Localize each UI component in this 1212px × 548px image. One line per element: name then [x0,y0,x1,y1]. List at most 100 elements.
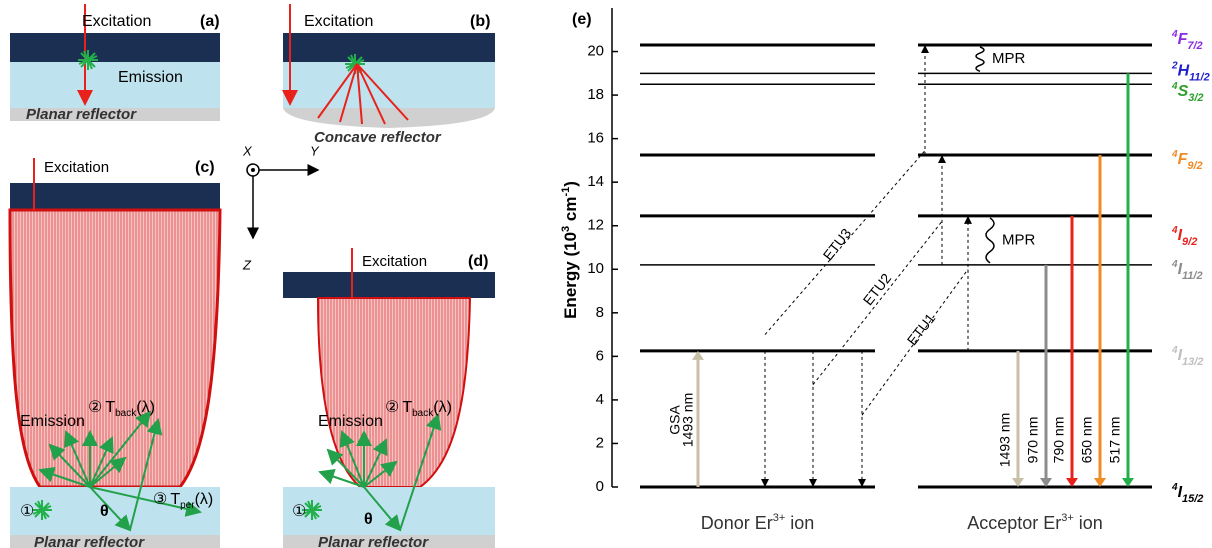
axis-label: X [242,143,253,158]
mpr-label: MPR [1002,231,1036,248]
level-label: 4I15/2 [1171,482,1203,505]
shape-tspan: T [170,491,180,508]
panel-label: (b) [470,13,490,30]
level-label-sub: 3/2 [1188,92,1203,104]
donor-arrow [858,351,866,487]
mpr-wave [986,218,994,263]
column-label-part: Donor Er [701,513,773,533]
level-label: 4I13/2 [1171,345,1203,368]
level-label-sub: 11/2 [1182,270,1203,282]
y-tick-label: 2 [596,434,604,451]
shape-path [10,210,220,487]
y-axis-label-part: cm [561,197,580,226]
y-tick-label: 12 [587,217,604,234]
column-label-part: 3+ [773,512,786,524]
excitation-label: Excitation [44,159,109,176]
shape-tspan: (λ) [136,399,155,416]
angle-label: θ [364,511,373,528]
shape-rect [283,33,495,62]
shape-tspan: per [180,500,195,511]
shape-tspan: ② [88,399,102,416]
emission-label: Emission [318,413,383,430]
acceptor-arrow [938,155,946,265]
etu-label: ETU1 [904,310,939,348]
mpr-wave [976,47,984,71]
shape-path [283,108,495,128]
y-tick-label: 4 [596,391,604,408]
shape-tspan: back [412,408,434,419]
y-tick-label: 18 [587,86,604,103]
figure: Excitation (a) Emission Planar reflector… [0,0,1212,548]
level-label: 4I9/2 [1171,225,1197,248]
emission-label: 1493 nm [997,413,1013,467]
y-tick-label: 0 [596,478,604,495]
shape-path [318,298,470,487]
mpr-label: MPR [992,50,1026,67]
axis-label: Z [242,257,252,272]
level-label-main: S [1178,83,1189,100]
excitation-label: Excitation [304,13,373,30]
donor-arrow [809,351,817,487]
emission-label: Emission [20,413,85,430]
donor-arrow [761,351,769,487]
emission-label: 790 nm [1051,417,1067,464]
source-label: ① [292,503,306,520]
excitation-label: Excitation [82,13,151,30]
level-label-sub: 15/2 [1182,493,1203,505]
reflector-label: Planar reflector [318,534,429,548]
shape-rect [10,33,220,62]
shape-tspan: (λ) [195,491,214,508]
y-tick-label: 16 [587,130,604,147]
emission-arrow [1094,155,1106,487]
level-label-main: H [1178,63,1190,80]
reflector-label: Concave reflector [314,129,442,146]
column-label: Donor Er3+ ion [701,512,815,533]
source-label: ① [20,503,34,520]
acceptor-arrow [921,45,929,155]
y-tick-label: 6 [596,347,604,364]
column-label-part: ion [785,513,814,533]
emission-label: Emission [118,69,183,86]
etu-label: ETU2 [860,270,895,308]
panel-label: (c) [195,159,215,176]
level-label-sub: 9/2 [1182,236,1197,248]
emission-arrow [1122,73,1134,487]
excitation-label: Excitation [362,253,427,270]
level-label-sub: 13/2 [1182,356,1203,368]
absorption-wavelength: 1493 nm [680,393,696,447]
shape-rect [283,62,495,108]
angle-label: θ [100,503,109,520]
shape-tspan: ③ [153,491,167,508]
y-axis-label-part: Energy (10 [561,232,580,319]
y-axis-label-part: -1 [560,187,572,197]
level-label: 2H11/2 [1171,60,1210,83]
y-tick-label: 10 [587,260,604,277]
column-label-part: Acceptor Er [967,513,1061,533]
column-label-part: 3+ [1061,512,1074,524]
shape-use [78,50,98,70]
emission-label: 970 nm [1025,417,1041,464]
level-label: 4S3/2 [1171,81,1204,104]
shape-tspan: back [115,408,137,419]
shape-tspan: T [105,399,115,416]
y-axis-label-part: ) [561,181,580,187]
y-tick-label: 14 [587,173,604,190]
panel-label: (e) [572,11,592,28]
shape-rect [10,183,220,210]
panel-label: (a) [200,13,220,30]
shape-rect [283,272,495,298]
shape-tspan: ② [385,399,399,416]
shape-circle [251,168,255,172]
shape-use [32,500,52,520]
panel-label: (d) [468,253,488,270]
emission-label: 517 nm [1107,417,1123,464]
acceptor-arrow [964,216,972,351]
column-label: Acceptor Er3+ ion [967,512,1103,533]
axis-label: Y [310,143,320,158]
reflector-label: Planar reflector [26,106,137,123]
level-label: 4F7/2 [1171,29,1203,52]
y-tick-label: 20 [587,43,604,60]
shape-rect [10,62,220,108]
shape-tspan: (λ) [433,399,452,416]
level-label: 4I11/2 [1171,259,1203,282]
